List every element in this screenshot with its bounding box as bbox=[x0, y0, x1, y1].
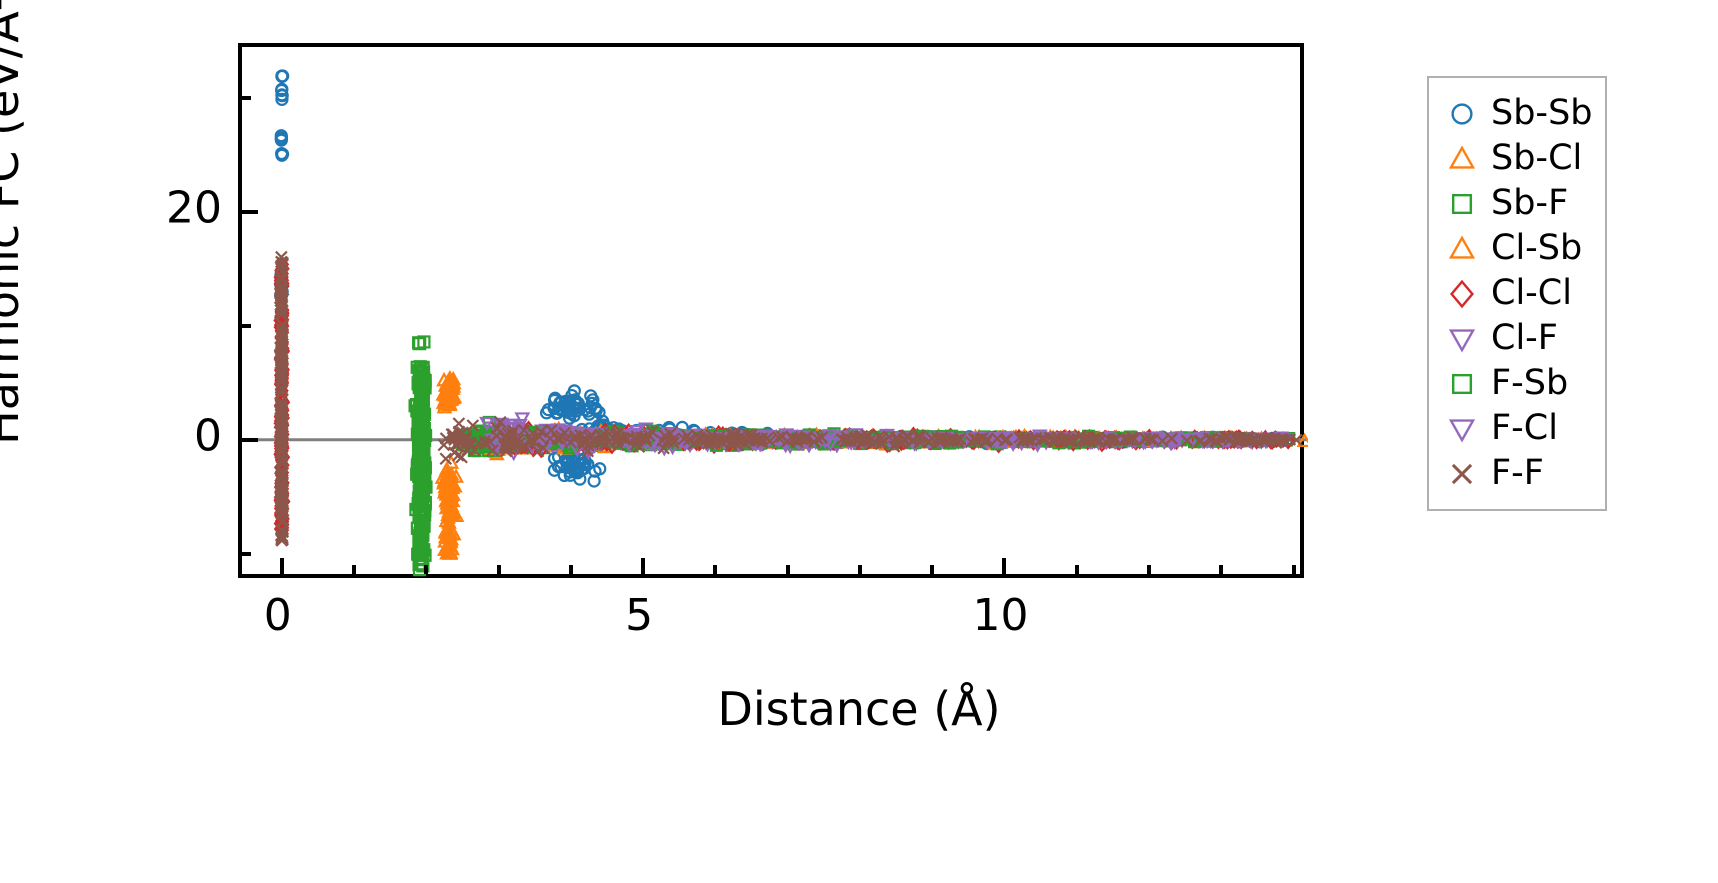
x-tick-mark bbox=[785, 565, 790, 574]
x-tick-mark bbox=[496, 565, 501, 574]
legend-item-f-f: F-F bbox=[1439, 451, 1595, 496]
diamond-marker-icon bbox=[1439, 273, 1485, 314]
y-tick-mark bbox=[242, 551, 251, 556]
x-tick-mark bbox=[424, 565, 429, 574]
legend-item-sb-f: Sb-F bbox=[1439, 181, 1595, 226]
legend-label-f-cl: F-Cl bbox=[1491, 408, 1558, 448]
legend-item-cl-cl: Cl-Cl bbox=[1439, 271, 1595, 316]
y-axis-label-exponent: 2 bbox=[0, 0, 9, 11]
x-tick-mark bbox=[930, 565, 935, 574]
y-tick-mark bbox=[242, 323, 251, 328]
y-axis-label: Harmonic FC (eV/Å2) bbox=[0, 0, 29, 530]
circle-marker-icon bbox=[1439, 93, 1485, 134]
legend-label-cl-cl: Cl-Cl bbox=[1491, 273, 1572, 313]
legend-label-sb-f: Sb-F bbox=[1491, 183, 1569, 223]
x-tick-mark bbox=[1147, 565, 1151, 574]
legend-label-cl-f: Cl-F bbox=[1491, 318, 1558, 358]
plot-area bbox=[238, 43, 1308, 582]
y-tick-label-0: 0 bbox=[194, 410, 222, 462]
legend-item-sb-cl: Sb-Cl bbox=[1439, 136, 1595, 181]
x-tick-label-0: 0 bbox=[263, 590, 292, 641]
triangle-up-marker-icon bbox=[1439, 228, 1485, 269]
x-axis-label: Distance (Å) bbox=[717, 682, 1001, 736]
y-tick-mark bbox=[242, 96, 251, 101]
triangle-down-marker-icon bbox=[1439, 318, 1485, 359]
legend-label-cl-sb: Cl-Sb bbox=[1491, 228, 1583, 268]
legend-item-sb-sb: Sb-Sb bbox=[1439, 91, 1595, 136]
x-tick-mark bbox=[641, 558, 646, 574]
triangle-up-marker-icon bbox=[1439, 138, 1485, 179]
legend: Sb-Sb Sb-Cl Sb-F Cl-Sb Cl-Cl Cl-F F-Sb bbox=[1427, 76, 1607, 511]
x-tick-mark bbox=[568, 565, 573, 574]
x-marker-icon bbox=[1439, 453, 1485, 494]
x-tick-label-10: 10 bbox=[972, 590, 1029, 641]
legend-item-f-sb: F-Sb bbox=[1439, 361, 1595, 406]
scatter-plot-canvas bbox=[242, 47, 1308, 582]
legend-label-sb-sb: Sb-Sb bbox=[1491, 93, 1593, 133]
legend-item-cl-f: Cl-F bbox=[1439, 316, 1595, 361]
y-tick-label-20: 20 bbox=[166, 182, 222, 234]
square-marker-icon bbox=[1439, 363, 1485, 404]
x-tick-mark bbox=[713, 565, 718, 574]
x-tick-mark bbox=[1291, 565, 1296, 574]
legend-item-f-cl: F-Cl bbox=[1439, 406, 1595, 451]
legend-label-f-sb: F-Sb bbox=[1491, 363, 1569, 403]
legend-item-cl-sb: Cl-Sb bbox=[1439, 226, 1595, 271]
triangle-down-marker-icon bbox=[1439, 408, 1485, 449]
square-marker-icon bbox=[1439, 183, 1485, 224]
x-tick-mark bbox=[279, 558, 284, 574]
legend-label-f-f: F-F bbox=[1491, 453, 1544, 493]
y-axis-label-text: Harmonic FC (eV/Å bbox=[0, 11, 29, 445]
x-tick-mark bbox=[1074, 565, 1079, 574]
x-tick-mark bbox=[1002, 558, 1007, 574]
x-tick-mark bbox=[1219, 565, 1224, 574]
legend-label-sb-cl: Sb-Cl bbox=[1491, 138, 1583, 178]
x-tick-mark bbox=[857, 565, 862, 574]
y-tick-mark bbox=[242, 210, 258, 215]
x-tick-label-5: 5 bbox=[625, 590, 654, 641]
y-tick-mark bbox=[242, 437, 258, 442]
x-tick-mark bbox=[352, 565, 357, 574]
